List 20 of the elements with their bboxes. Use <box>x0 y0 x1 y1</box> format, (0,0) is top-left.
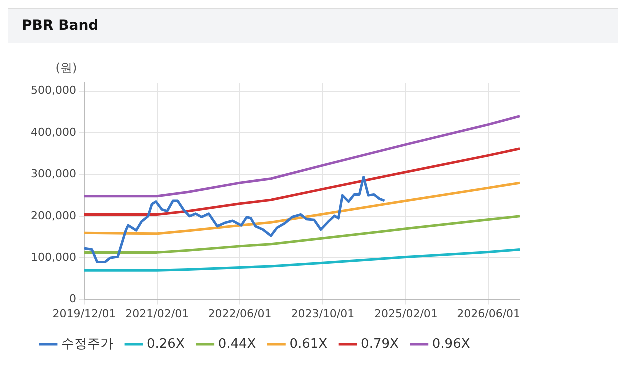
y-tick-label: 500,000 <box>30 84 76 98</box>
legend-label: 0.96X <box>432 336 470 352</box>
x-tick-label: 2019/12/01 <box>52 307 116 320</box>
y-tick-label: 0 <box>69 292 76 306</box>
legend-label: 수정주가 <box>62 336 114 352</box>
x-tick-label: 2022/06/01 <box>208 307 272 320</box>
legend-label: 0.26X <box>147 336 185 352</box>
legend-label: 0.61X <box>290 336 328 352</box>
legend-label: 0.79X <box>361 336 399 352</box>
y-axis-title: (원) <box>56 61 78 76</box>
x-tick-label: 2021/02/01 <box>126 307 190 320</box>
y-tick-label: 400,000 <box>30 126 76 139</box>
legend-label: 0.44X <box>218 336 256 352</box>
x-tick-label: 2023/10/01 <box>291 307 355 320</box>
x-tick-label: 2026/06/01 <box>457 307 521 320</box>
x-tick-label: 2025/02/01 <box>374 307 438 320</box>
y-tick-label: 100,000 <box>30 250 76 264</box>
y-tick-label: 200,000 <box>30 209 76 222</box>
chart-title: PBR Band <box>22 18 99 34</box>
y-tick-label: 300,000 <box>30 168 76 181</box>
